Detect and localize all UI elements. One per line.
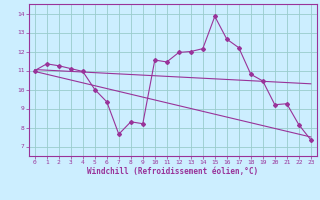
X-axis label: Windchill (Refroidissement éolien,°C): Windchill (Refroidissement éolien,°C)	[87, 167, 258, 176]
